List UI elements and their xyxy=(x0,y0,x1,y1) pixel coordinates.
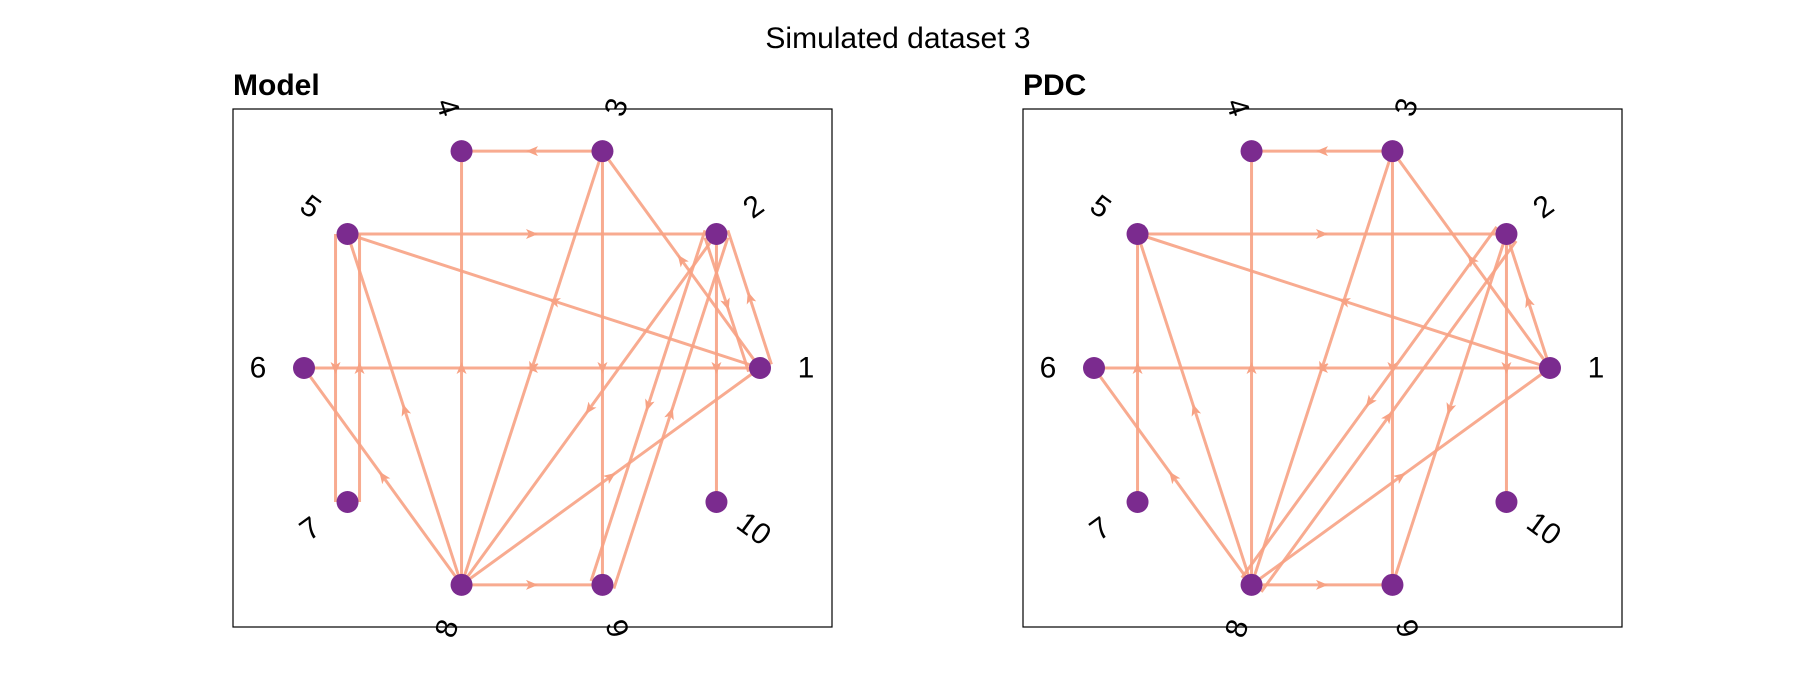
edge-8-to-1 xyxy=(1250,366,1551,587)
panel-pdc: PDC 1 2 3 4 5 6 7 8 9 10 xyxy=(1022,69,1623,642)
node-label-8: 8 xyxy=(429,616,466,642)
node-10 xyxy=(1495,491,1518,514)
node-2 xyxy=(1495,222,1518,245)
edge-group xyxy=(1092,146,1552,593)
panel-frame xyxy=(1022,108,1623,628)
node-label-3: 3 xyxy=(1388,94,1425,120)
node-6 xyxy=(293,357,315,379)
edge-1-to-3 xyxy=(601,150,762,369)
edge-group xyxy=(302,146,773,590)
edge-8-to-6 xyxy=(1092,367,1253,586)
panel-model: Model 1 2 3 4 5 6 7 8 9 10 xyxy=(232,69,833,642)
node-label-7: 7 xyxy=(1084,511,1117,548)
node-9 xyxy=(1381,573,1404,596)
node-label-6: 6 xyxy=(1040,352,1057,385)
node-label-7: 7 xyxy=(294,511,327,548)
node-label-4: 4 xyxy=(429,94,466,120)
edge-8-to-1 xyxy=(460,366,761,587)
node-7 xyxy=(336,491,359,514)
edge-8-to-5 xyxy=(346,233,463,586)
node-label-1: 1 xyxy=(798,352,815,385)
node-3 xyxy=(591,140,614,163)
node-label-2: 2 xyxy=(1527,189,1560,226)
edge-8-to-2 xyxy=(1260,240,1518,593)
node-1 xyxy=(749,357,771,379)
node-label-4: 4 xyxy=(1219,94,1256,120)
node-2 xyxy=(705,222,728,245)
panel-title: Model xyxy=(233,69,320,102)
node-7 xyxy=(1126,491,1149,514)
edge-1-to-2 xyxy=(726,229,773,365)
node-label-6: 6 xyxy=(250,352,267,385)
edge-1-to-2 xyxy=(1505,233,1552,369)
node-label-2: 2 xyxy=(737,189,770,226)
edge-8-to-5 xyxy=(1136,233,1253,586)
node-9 xyxy=(591,573,614,596)
edge-9-to-2 xyxy=(612,237,730,590)
edge-2-to-8 xyxy=(1240,226,1498,579)
edge-3-to-8 xyxy=(460,150,604,586)
node-label-1: 1 xyxy=(1588,352,1605,385)
node-label-5: 5 xyxy=(294,189,327,226)
node-4 xyxy=(450,140,473,163)
node-10 xyxy=(705,491,728,514)
figure-title: Simulated dataset 3 xyxy=(765,22,1030,55)
node-1 xyxy=(1539,357,1561,379)
node-5 xyxy=(1126,222,1149,245)
edge-2-to-9 xyxy=(589,229,707,582)
node-4 xyxy=(1240,140,1263,163)
node-8 xyxy=(450,573,473,596)
edge-2-to-9 xyxy=(1391,233,1508,586)
edge-8-to-6 xyxy=(302,367,463,586)
node-5 xyxy=(336,222,359,245)
node-label-10: 10 xyxy=(1520,506,1566,552)
edge-2-to-1 xyxy=(703,237,751,373)
node-6 xyxy=(1083,357,1105,379)
node-label-10: 10 xyxy=(730,506,776,552)
node-3 xyxy=(1381,140,1404,163)
node-label-9: 9 xyxy=(598,616,635,642)
edge-2-to-8 xyxy=(460,233,718,586)
node-label-5: 5 xyxy=(1084,189,1117,226)
edge-3-to-8 xyxy=(1250,150,1394,586)
node-label-9: 9 xyxy=(1388,616,1425,642)
node-label-3: 3 xyxy=(598,94,635,120)
node-8 xyxy=(1240,573,1263,596)
panel-frame xyxy=(232,108,833,628)
panel-title: PDC xyxy=(1023,69,1086,102)
node-label-8: 8 xyxy=(1219,616,1256,642)
